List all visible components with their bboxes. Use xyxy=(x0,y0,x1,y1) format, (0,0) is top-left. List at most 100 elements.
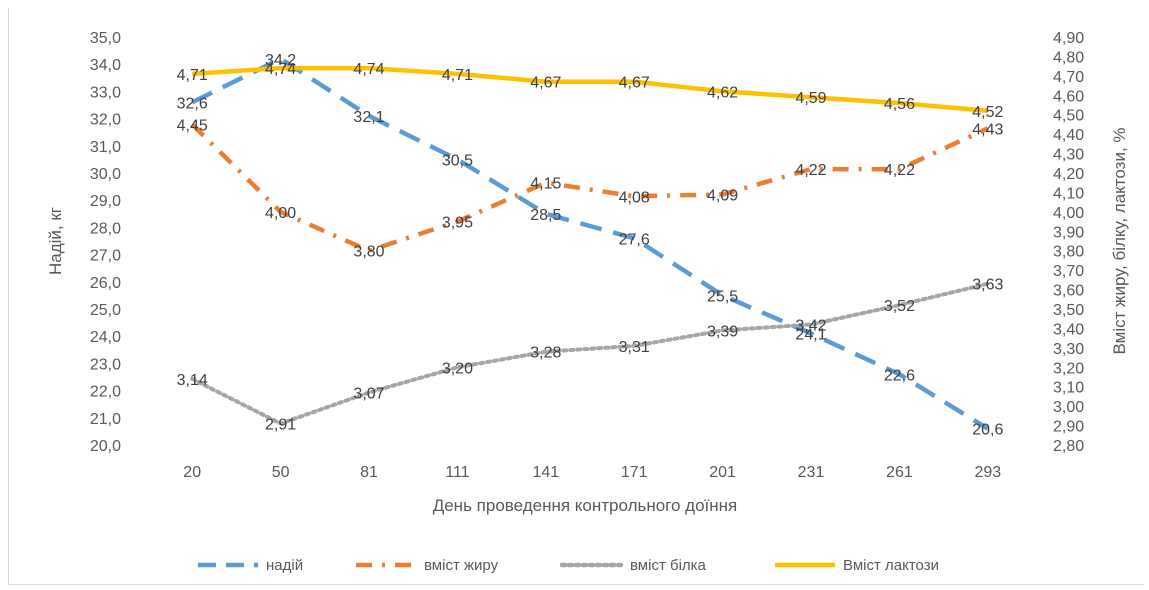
data-label: 3,95 xyxy=(442,215,473,232)
data-label: 3,14 xyxy=(177,372,208,389)
right-axis-tick-label: 4,00 xyxy=(1053,205,1084,222)
series-line-4 xyxy=(192,65,988,114)
right-axis-tick-label: 3,90 xyxy=(1053,224,1084,241)
left-axis-tick-label: 23,0 xyxy=(90,356,121,373)
x-axis-tick-label: 171 xyxy=(621,464,648,481)
left-axis-tick-label: 21,0 xyxy=(90,411,121,428)
x-axis-title: День проведення контрольного доїння xyxy=(433,496,738,515)
chart-area xyxy=(8,8,1144,585)
right-axis-tick-label: 3,60 xyxy=(1053,283,1084,300)
data-label: 3,20 xyxy=(442,360,473,377)
data-label: 4,43 xyxy=(972,121,1003,138)
right-axis-tick-label: 3,20 xyxy=(1053,360,1084,377)
data-label: 32,1 xyxy=(353,109,384,126)
left-axis-tick-label: 24,0 xyxy=(90,329,121,346)
left-axis-tick-label: 28,0 xyxy=(90,220,121,237)
right-axis-tick-label: 4,70 xyxy=(1053,69,1084,86)
data-label: 4,59 xyxy=(795,90,826,107)
x-axis-tick-label: 81 xyxy=(360,464,378,481)
right-axis-tick-label: 3,80 xyxy=(1053,244,1084,261)
x-axis-tick-label: 201 xyxy=(709,464,736,481)
data-label: 24,1 xyxy=(795,326,826,343)
left-axis-tick-label: 32,0 xyxy=(90,112,121,129)
series-line-3 xyxy=(190,281,990,426)
right-axis-ticks: 2,80 2,90 3,00 3,10 3,20 3,30 3,40 3,50 3,60 3,70… xyxy=(1053,30,1084,455)
right-axis-tick-label: 2,80 xyxy=(1053,438,1084,455)
right-axis-tick-label: 3,00 xyxy=(1053,399,1084,416)
right-axis-tick-label: 4,80 xyxy=(1053,49,1084,66)
data-label: 3,52 xyxy=(884,298,915,315)
left-axis-title: Надій, кг xyxy=(46,207,65,275)
data-label: 3,39 xyxy=(707,323,738,340)
data-label: 4,15 xyxy=(530,176,561,193)
series-lines xyxy=(190,56,990,431)
data-label: 4,09 xyxy=(707,187,738,204)
x-axis-tick-label: 141 xyxy=(532,464,559,481)
x-axis-tick-label: 50 xyxy=(272,464,290,481)
data-label: 4,22 xyxy=(884,162,915,179)
right-axis-tick-label: 4,20 xyxy=(1053,166,1084,183)
x-axis-tick-label: 231 xyxy=(798,464,825,481)
legend-label: вміст жиру xyxy=(424,557,499,574)
right-axis-tick-label: 4,50 xyxy=(1053,108,1084,125)
x-axis-tick-label: 293 xyxy=(974,464,1001,481)
data-label: 4,74 xyxy=(353,61,384,78)
legend-label: вміст білка xyxy=(630,557,707,574)
right-axis-tick-label: 4,30 xyxy=(1053,147,1084,164)
right-axis-tick-label: 3,30 xyxy=(1053,341,1084,358)
data-label: 3,28 xyxy=(530,345,561,362)
data-label: 4,52 xyxy=(972,104,1003,121)
x-axis-tick-label: 20 xyxy=(183,464,201,481)
left-axis-tick-label: 35,0 xyxy=(90,30,121,47)
right-axis-tick-label: 4,10 xyxy=(1053,185,1084,202)
right-axis-tick-label: 4,90 xyxy=(1053,30,1084,47)
data-label: 22,6 xyxy=(884,367,915,384)
left-axis-tick-label: 30,0 xyxy=(90,166,121,183)
data-label: 4,56 xyxy=(884,96,915,113)
series-line-1 xyxy=(191,56,989,431)
data-label: 3,31 xyxy=(619,339,650,356)
x-axis-ticks: 20 50 81 111 141 171 201 231 261 293 xyxy=(183,464,1001,481)
right-axis-tick-label: 3,10 xyxy=(1053,380,1084,397)
left-axis-tick-label: 31,0 xyxy=(90,139,121,156)
data-label: 4,45 xyxy=(177,117,208,134)
data-label: 4,71 xyxy=(177,67,208,84)
data-label: 3,80 xyxy=(353,244,384,261)
data-label: 4,00 xyxy=(265,205,296,222)
data-label: 20,6 xyxy=(972,422,1003,439)
series-line-2 xyxy=(190,122,989,253)
left-axis-tick-label: 22,0 xyxy=(90,384,121,401)
data-label: 2,91 xyxy=(265,417,296,434)
data-label: 4,74 xyxy=(265,61,296,78)
data-label: 4,22 xyxy=(795,162,826,179)
legend-label: надій xyxy=(266,557,303,574)
data-label: 4,08 xyxy=(619,189,650,206)
data-labels: 32,6 34,2 32,1 30,5 28,5 27,6 25,5 24,1 22,6 20,6… xyxy=(177,52,1004,439)
right-axis-tick-label: 3,70 xyxy=(1053,263,1084,280)
left-axis-tick-label: 34,0 xyxy=(90,57,121,74)
left-axis-tick-label: 27,0 xyxy=(90,248,121,265)
left-axis-tick-label: 26,0 xyxy=(90,275,121,292)
left-axis-tick-label: 33,0 xyxy=(90,84,121,101)
data-label: 25,5 xyxy=(707,288,738,305)
data-label: 28,5 xyxy=(530,207,561,224)
x-axis-tick-label: 261 xyxy=(886,464,913,481)
data-label: 3,42 xyxy=(795,318,826,335)
data-label: 4,67 xyxy=(530,75,561,92)
x-axis-tick-label: 111 xyxy=(445,464,469,481)
data-label: 34,2 xyxy=(265,52,296,69)
right-axis-tick-label: 2,90 xyxy=(1053,419,1084,436)
data-label: 27,6 xyxy=(619,231,650,248)
right-axis-tick-label: 4,60 xyxy=(1053,88,1084,105)
data-label: 3,63 xyxy=(972,277,1003,294)
right-axis-title: Вміст жиру, білку, лактози, % xyxy=(1110,127,1129,354)
left-axis-tick-label: 25,0 xyxy=(90,302,121,319)
legend-label: Вміст лактози xyxy=(843,557,939,574)
right-axis-tick-label: 4,40 xyxy=(1053,127,1084,144)
data-label: 4,67 xyxy=(619,75,650,92)
data-label: 4,62 xyxy=(707,84,738,101)
right-axis-tick-label: 3,50 xyxy=(1053,302,1084,319)
right-axis-tick-label: 3,40 xyxy=(1053,321,1084,338)
left-axis-tick-label: 29,0 xyxy=(90,193,121,210)
data-label: 4,71 xyxy=(442,67,473,84)
